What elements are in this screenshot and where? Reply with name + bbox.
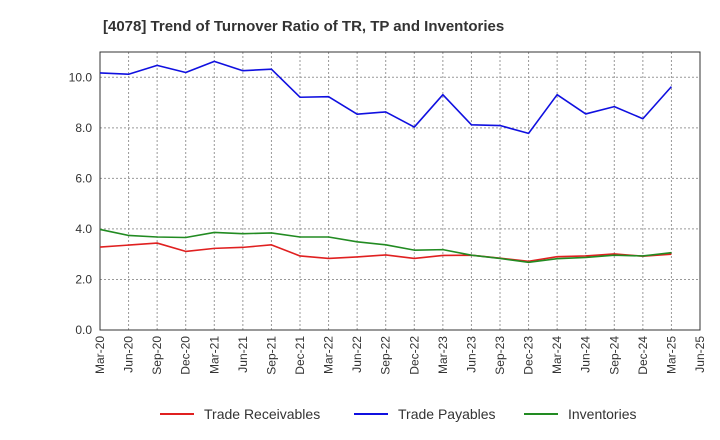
series-line-trade-receivables bbox=[99, 242, 672, 263]
legend-item-trade-receivables: Trade Receivables bbox=[160, 406, 320, 422]
chart-title: [4078] Trend of Turnover Ratio of TR, TP… bbox=[103, 18, 504, 35]
y-tick-label: 0.0 bbox=[75, 323, 92, 337]
x-tick-label: Mar-21 bbox=[207, 336, 221, 374]
y-tick-label: 10.0 bbox=[69, 70, 93, 84]
x-tick-label: Dec-23 bbox=[522, 336, 536, 375]
x-tick-label: Sep-20 bbox=[150, 336, 164, 375]
y-tick-label: 4.0 bbox=[75, 222, 92, 236]
legend-label: Trade Receivables bbox=[204, 406, 320, 422]
x-tick-label: Mar-22 bbox=[322, 336, 336, 374]
x-tick-label: Jun-23 bbox=[464, 336, 478, 373]
x-axis-tick-labels: Mar-20 Jun-20 Sep-20 Dec-20 Mar-21 Jun-21 Sep-… bbox=[93, 336, 707, 375]
legend-label: Trade Payables bbox=[398, 406, 496, 422]
x-tick-label: Mar-25 bbox=[664, 336, 678, 374]
y-axis-tick-labels: 0.0 2.0 4.0 6.0 8.0 10.0 bbox=[69, 70, 93, 337]
plot-area-frame bbox=[99, 51, 701, 331]
x-tick-label: Dec-22 bbox=[407, 336, 421, 375]
x-tick-label: Sep-23 bbox=[493, 336, 507, 375]
x-tick-label: Sep-24 bbox=[607, 336, 621, 375]
series-line-trade-payables bbox=[99, 60, 673, 135]
x-tick-label: Jun-21 bbox=[236, 336, 250, 373]
y-tick-label: 2.0 bbox=[75, 272, 92, 286]
legend-item-inventories: Inventories bbox=[524, 406, 636, 422]
y-tick-label: 8.0 bbox=[75, 121, 92, 135]
legend: Trade Receivables Trade Payables Inventori… bbox=[160, 406, 636, 422]
x-tick-label: Dec-20 bbox=[179, 336, 193, 375]
legend-label: Inventories bbox=[568, 406, 636, 422]
y-tick-label: 6.0 bbox=[75, 171, 92, 185]
x-tick-label: Mar-23 bbox=[436, 336, 450, 374]
x-tick-label: Dec-24 bbox=[636, 336, 650, 375]
x-tick-label: Jun-24 bbox=[579, 336, 593, 373]
x-tick-label: Sep-22 bbox=[379, 336, 393, 375]
series-lines bbox=[99, 60, 673, 264]
x-tick-label: Mar-20 bbox=[93, 336, 107, 374]
x-tick-label: Jun-22 bbox=[350, 336, 364, 373]
x-tick-label: Jun-25 bbox=[693, 336, 707, 373]
x-tick-label: Jun-20 bbox=[122, 336, 136, 373]
x-tick-label: Mar-24 bbox=[550, 336, 564, 374]
x-tick-label: Sep-21 bbox=[264, 336, 278, 375]
gridlines bbox=[100, 52, 700, 330]
x-tick-label: Dec-21 bbox=[293, 336, 307, 375]
legend-item-trade-payables: Trade Payables bbox=[354, 406, 496, 422]
series-line-inventories bbox=[99, 228, 672, 264]
